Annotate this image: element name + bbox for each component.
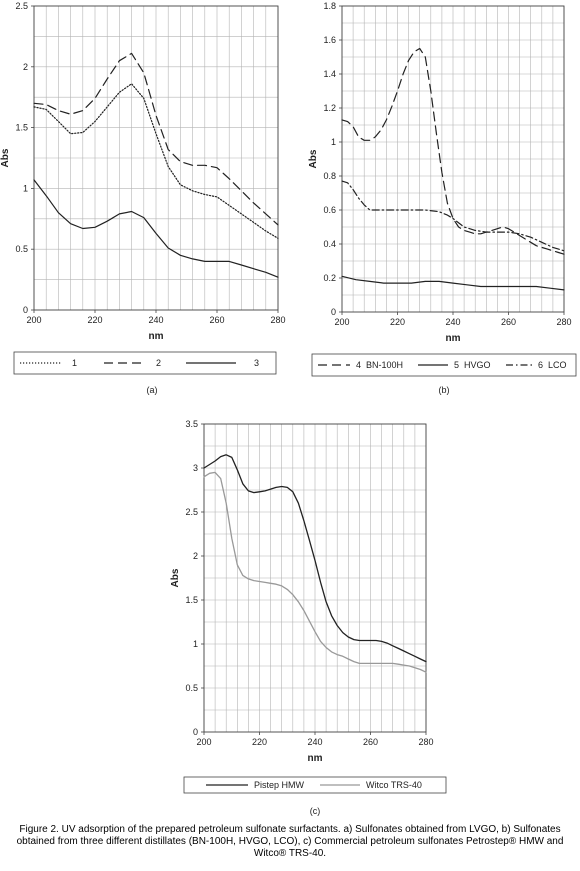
x-tick-label: 220	[87, 315, 102, 325]
x-tick-label: 240	[148, 315, 163, 325]
x-tick-label: 260	[209, 315, 224, 325]
x-tick-label: 200	[196, 737, 211, 747]
x-axis-label: nm	[446, 333, 461, 344]
series-line-3	[33, 179, 279, 278]
y-tick-label: 0.6	[323, 205, 336, 215]
y-tick-label: 0	[193, 727, 198, 737]
y-tick-label: 0.2	[323, 273, 336, 283]
x-axis-label: nm	[149, 331, 164, 342]
x-axis-label: nm	[308, 753, 323, 764]
legend-label: Witco TRS-40	[366, 780, 422, 790]
panel-a: 200 220 240 260 280 0 0.5 1 1.5 2 2.5 nm Abs 1 2 3 (a)	[0, 1, 286, 395]
x-tick-label: 280	[418, 737, 433, 747]
y-tick-label: 1.5	[15, 123, 28, 133]
x-tick-label: 220	[390, 317, 405, 327]
series-line-witco-trs-40	[203, 471, 427, 673]
x-tick-label: 280	[556, 317, 571, 327]
y-tick-label: 1.6	[323, 35, 336, 45]
x-tick-label: 200	[26, 315, 41, 325]
y-tick-label: 0.5	[185, 683, 198, 693]
legend-label: 3	[254, 358, 259, 368]
legend-number: 5	[454, 360, 459, 370]
series-line-6	[341, 180, 565, 252]
y-axis-label: Abs	[308, 149, 319, 168]
panel-c: 200 220 240 260 280 0 0.5 1 1.5 2 2.5 3 3.5 nm Abs Pist…	[170, 419, 447, 816]
legend-number: 4	[356, 360, 361, 370]
y-tick-label: 1.2	[323, 103, 336, 113]
series-line-5	[341, 275, 565, 291]
y-tick-label: 0	[23, 305, 28, 315]
y-tick-label: 2.5	[185, 507, 198, 517]
y-tick-label: 2.5	[15, 1, 28, 11]
y-tick-label: 1	[331, 137, 336, 147]
y-tick-label: 3.5	[185, 419, 198, 429]
series-line-pistep-hmw	[203, 454, 427, 663]
panel-label: (c)	[310, 806, 321, 816]
y-tick-label: 1.5	[185, 595, 198, 605]
y-tick-label: 1.4	[323, 69, 336, 79]
y-axis-label: Abs	[170, 568, 181, 587]
legend-label: 4 BN-100H	[356, 360, 403, 370]
x-tick-label: 260	[363, 737, 378, 747]
y-tick-label: 0.4	[323, 239, 336, 249]
x-tick-label: 240	[445, 317, 460, 327]
legend-text: BN-100H	[366, 360, 403, 370]
legend-label: 6 LCO	[538, 360, 567, 370]
legend-label: Pistep HMW	[254, 780, 305, 790]
legend-box	[13, 351, 277, 375]
y-tick-label: 1	[23, 183, 28, 193]
series-line-1	[33, 83, 279, 239]
panel-label: (a)	[147, 385, 158, 395]
grid	[341, 5, 565, 313]
legend-label: 2	[156, 358, 161, 368]
y-tick-label: 0.8	[323, 171, 336, 181]
legend-label: 5 HVGO	[454, 360, 491, 370]
x-tick-label: 280	[270, 315, 285, 325]
y-tick-label: 0	[331, 307, 336, 317]
panel-label: (b)	[439, 385, 450, 395]
figure-caption: Figure 2. UV adsorption of the prepared …	[16, 824, 564, 859]
y-tick-label: 0.5	[15, 244, 28, 254]
legend-label: 1	[72, 358, 77, 368]
x-tick-label: 220	[252, 737, 267, 747]
legend-text: LCO	[548, 360, 567, 370]
series-line-2	[33, 52, 279, 226]
x-tick-label: 200	[334, 317, 349, 327]
y-tick-label: 3	[193, 463, 198, 473]
legend-box	[183, 776, 447, 794]
x-tick-label: 260	[501, 317, 516, 327]
y-tick-label: 1.8	[323, 1, 336, 11]
y-tick-label: 2	[23, 62, 28, 72]
y-tick-label: 1	[193, 639, 198, 649]
series-line-4	[341, 47, 565, 255]
panel-b: 200 220 240 260 280 0 0.2 0.4 0.6 0.8 1 1.2 1.4 1.6 1.…	[308, 1, 577, 395]
legend-text: HVGO	[464, 360, 491, 370]
legend-number: 6	[538, 360, 543, 370]
y-axis-label: Abs	[0, 148, 11, 167]
y-tick-label: 2	[193, 551, 198, 561]
x-tick-label: 240	[307, 737, 322, 747]
